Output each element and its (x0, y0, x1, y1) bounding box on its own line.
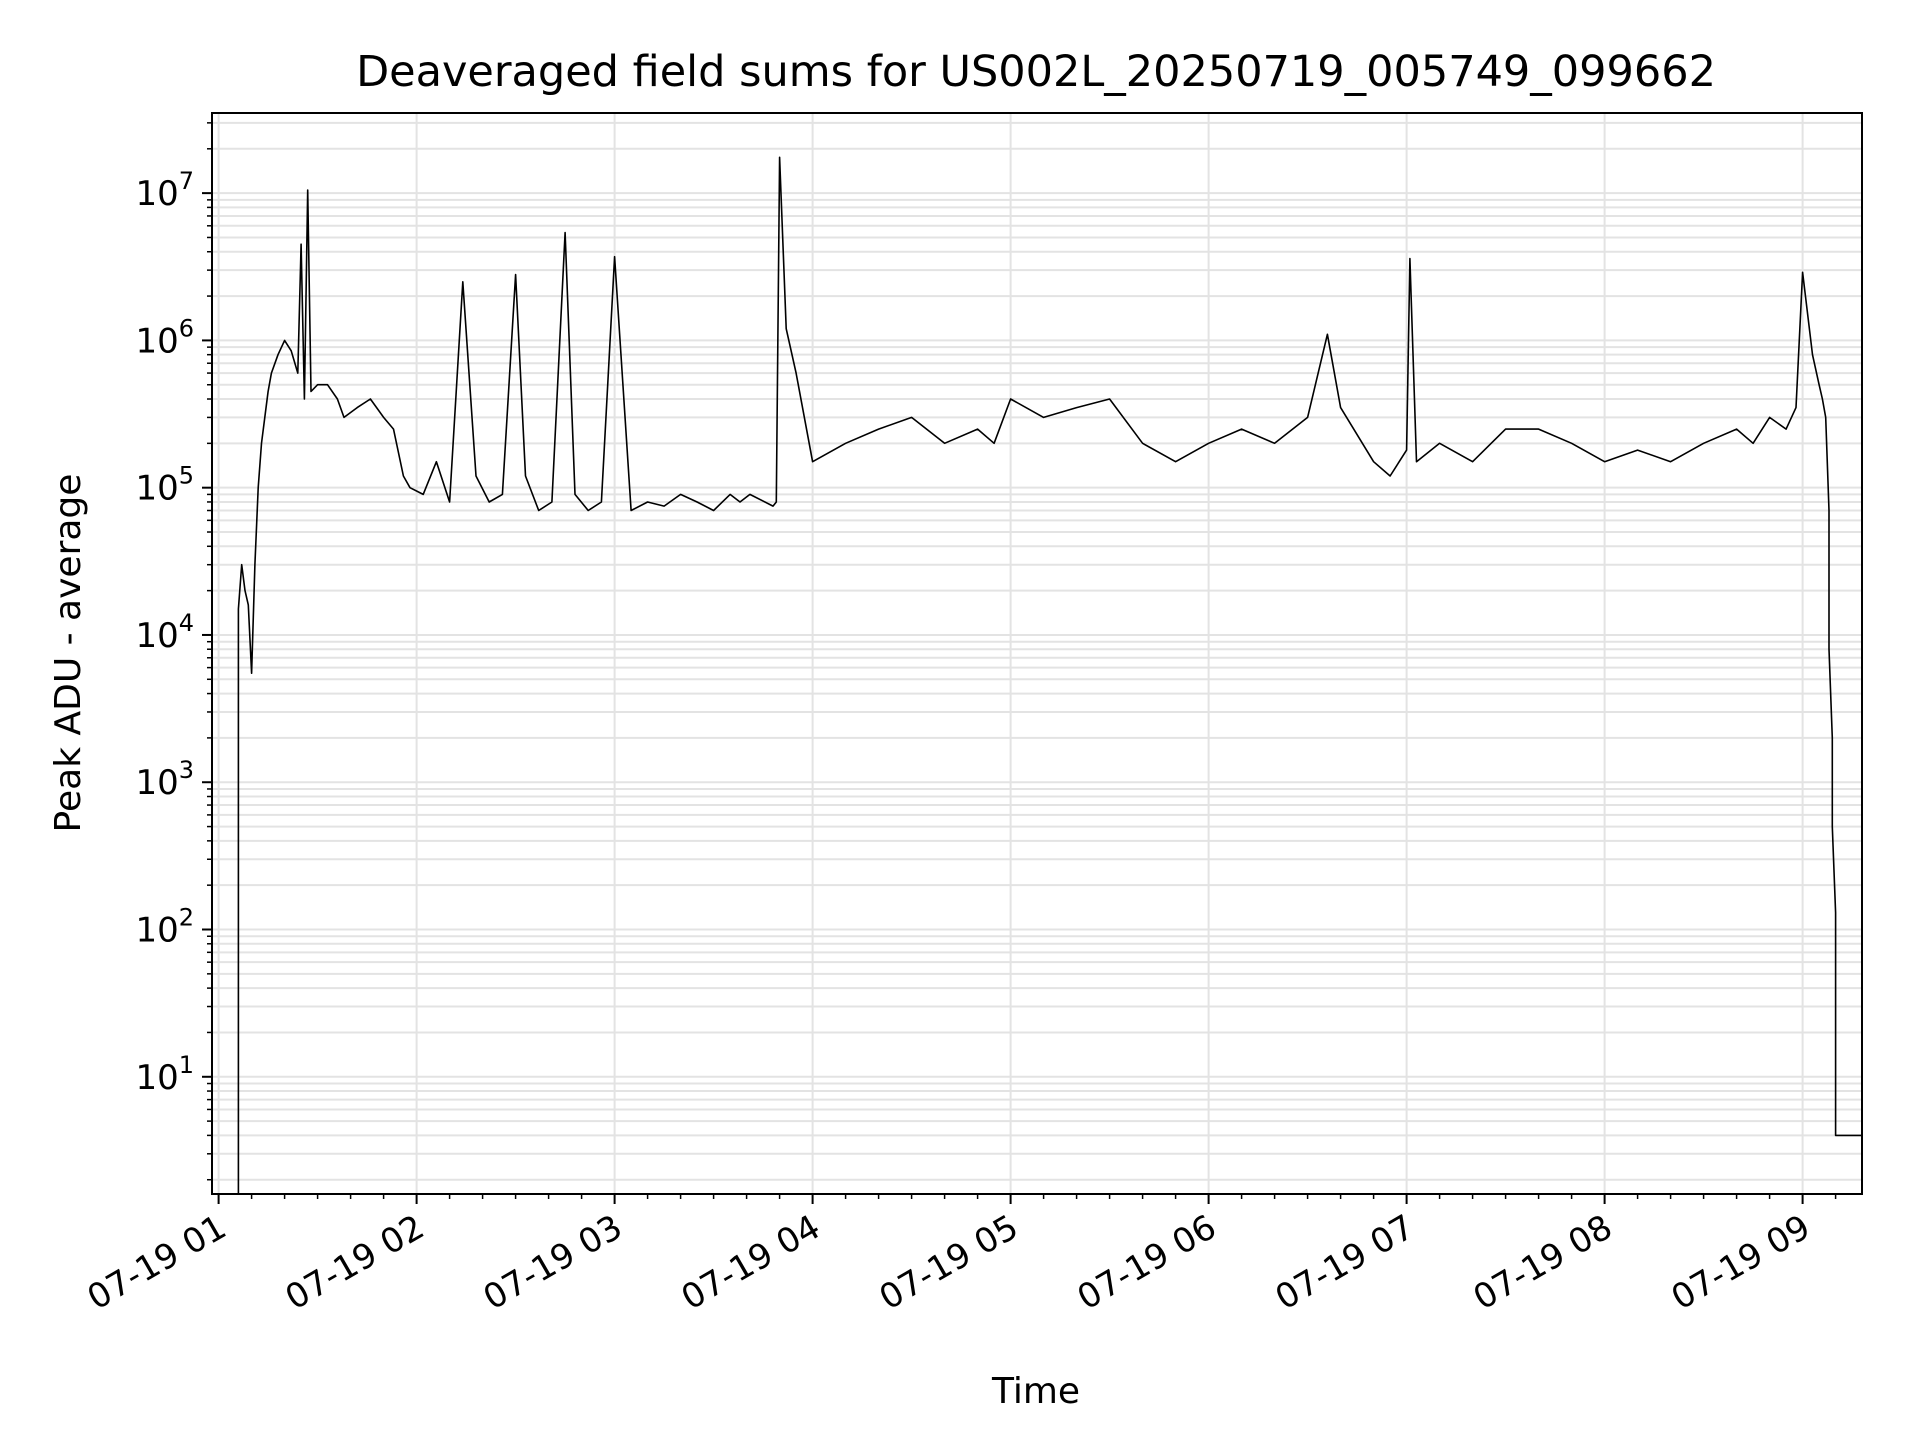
x-axis-label: Time (991, 1371, 1080, 1412)
chart-title: Deaveraged field sums for US002L_2025071… (356, 47, 1716, 97)
y-tick-label: 104 (135, 609, 194, 656)
y-tick-label: 102 (135, 904, 194, 951)
y-axis-label: Peak ADU - average (48, 474, 89, 833)
y-tick-label: 107 (135, 167, 194, 214)
plot-frame (211, 112, 1863, 1195)
series-line (237, 156, 1862, 1194)
grid (212, 113, 1862, 1194)
